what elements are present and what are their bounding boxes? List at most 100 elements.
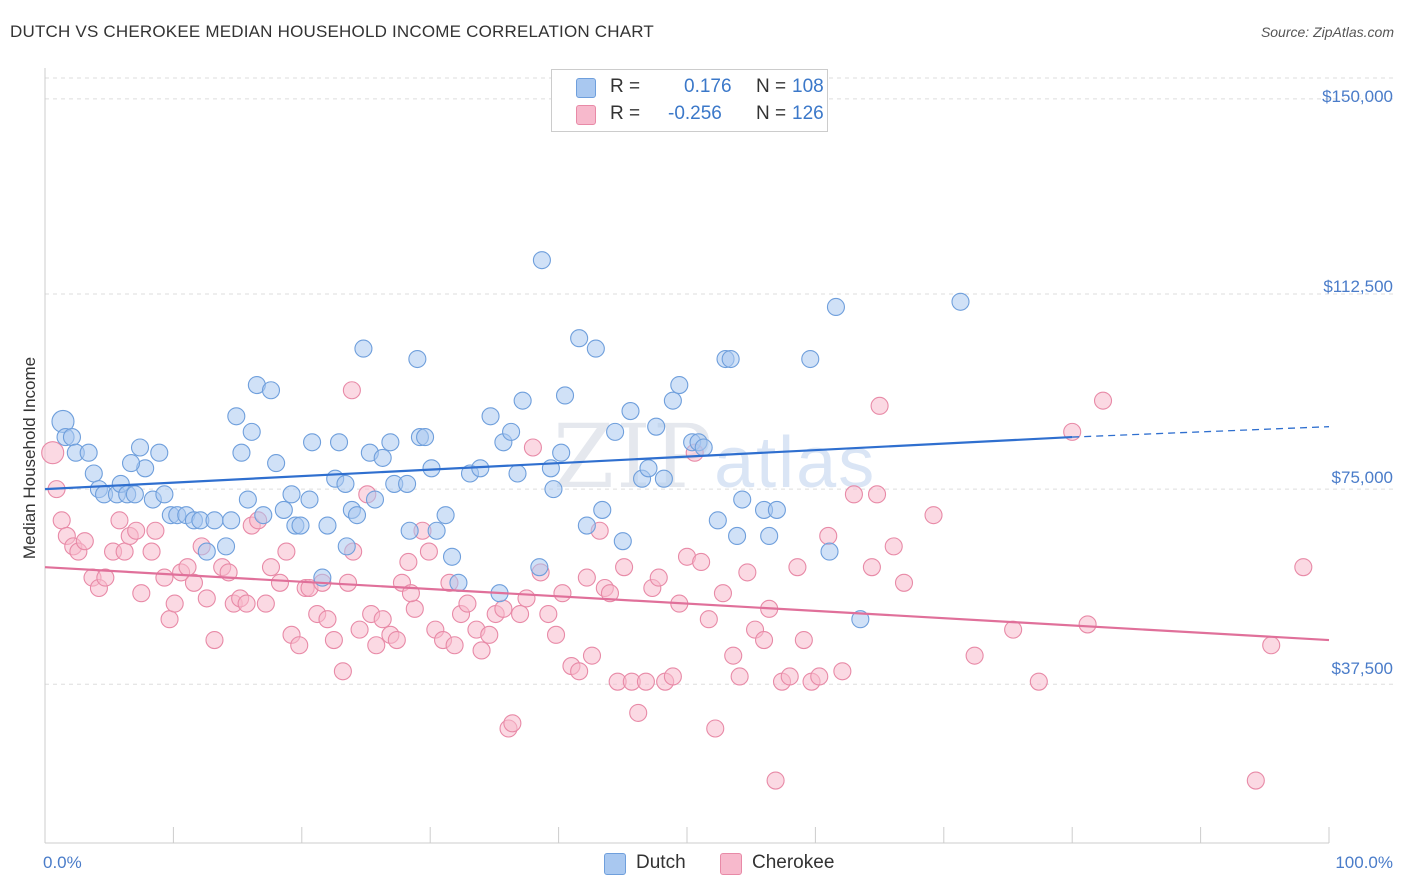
cherokee-point	[110, 511, 129, 530]
cherokee-point	[738, 563, 757, 582]
cherokee-point	[577, 568, 596, 587]
cherokee-point	[261, 558, 281, 577]
dutch-point	[282, 485, 301, 504]
dutch-point	[232, 443, 251, 462]
dutch-point	[532, 251, 551, 270]
dutch-point	[593, 500, 612, 519]
cherokee-point	[766, 771, 785, 790]
cherokee-point	[373, 610, 392, 629]
dutch-point	[530, 558, 549, 577]
dutch-point	[216, 537, 236, 556]
dutch-point	[84, 464, 103, 483]
cherokee-point	[894, 573, 914, 592]
cherokee-point	[184, 573, 203, 592]
trend-lines	[44, 426, 1330, 642]
y-tick-label: $75,000	[1331, 468, 1393, 487]
dutch-point	[606, 422, 625, 441]
dutch-point	[354, 339, 373, 358]
cherokee-point	[290, 636, 309, 655]
dutch-point	[398, 474, 417, 493]
dutch-point	[336, 474, 355, 493]
r-label: R =	[610, 76, 641, 97]
dutch-point	[373, 448, 392, 467]
cherokee-point	[115, 542, 134, 561]
dutch-point	[449, 573, 468, 592]
cherokee-point	[1004, 620, 1023, 639]
x-tick-label: 100.0%	[1335, 853, 1393, 872]
cherokee-point	[867, 485, 887, 504]
cherokee-point	[445, 636, 464, 655]
dutch-point	[663, 391, 682, 410]
dutch-point	[125, 485, 144, 504]
cherokee-point	[142, 542, 161, 561]
dutch-point	[442, 547, 462, 566]
dutch-point	[436, 506, 455, 525]
cherokee-point	[338, 573, 358, 592]
cherokee-point	[730, 667, 749, 686]
cherokee-point	[663, 667, 682, 686]
cherokee-point	[237, 594, 256, 613]
dutch-point	[508, 464, 527, 483]
cherokee-point	[41, 441, 65, 465]
cherokee-point	[965, 646, 984, 665]
n-label: N =	[756, 76, 787, 97]
dutch-point	[586, 339, 605, 358]
dutch-swatch	[576, 78, 596, 98]
cherokee-point	[1093, 391, 1113, 410]
cherokee-point	[96, 568, 115, 587]
dutch-point	[851, 610, 870, 629]
dutch-point	[408, 349, 427, 369]
dutch-point	[318, 516, 337, 535]
cherokee-point	[788, 558, 807, 577]
cherokee-point	[724, 646, 743, 665]
cherokee-point	[810, 667, 829, 686]
dutch-points	[51, 251, 970, 629]
cherokee-point	[884, 537, 903, 556]
dutch-point	[150, 443, 169, 462]
dutch-point	[728, 526, 747, 546]
cherokee-point	[75, 532, 94, 551]
cherokee-point	[539, 604, 558, 624]
dutch-point	[621, 402, 640, 421]
cherokee-point	[844, 485, 863, 504]
dutch-point	[300, 490, 319, 509]
cherokee-point	[277, 542, 296, 561]
dutch-swatch	[604, 853, 626, 875]
cherokee-point	[582, 646, 602, 665]
dutch-point	[733, 490, 752, 509]
cherokee-point	[754, 630, 774, 650]
cherokee-point	[629, 703, 648, 722]
cherokee-point	[819, 526, 838, 546]
cherokee-point	[333, 662, 352, 681]
cherokee-point	[405, 599, 424, 618]
cherokee-point	[1262, 636, 1281, 655]
cherokee-point	[270, 573, 290, 592]
dutch-point	[261, 381, 281, 400]
cherokee-trend-line	[44, 566, 1330, 642]
dutch-point	[303, 433, 322, 452]
dutch-point	[820, 542, 839, 561]
cherokee-point	[132, 584, 151, 603]
dutch-point	[801, 349, 820, 369]
cherokee-point	[458, 594, 477, 613]
n-value: 108	[792, 76, 824, 97]
dutch-point	[694, 438, 713, 457]
cherokee-point	[1029, 672, 1048, 691]
dutch-point	[381, 433, 400, 452]
cherokee-point	[511, 604, 530, 624]
cherokee-point	[1078, 615, 1097, 634]
cherokee-point	[399, 552, 418, 572]
cherokee-point	[367, 636, 386, 655]
cherokee-point	[146, 521, 165, 540]
cherokee-point	[342, 381, 361, 400]
y-tick-label: $150,000	[1322, 87, 1393, 106]
dutch-point	[205, 511, 224, 530]
dutch-point	[242, 422, 261, 441]
dutch-point	[502, 422, 521, 441]
cherokee-point	[553, 584, 572, 603]
dutch-point	[613, 532, 632, 551]
dutch-point	[544, 480, 563, 499]
dutch-point	[291, 516, 310, 535]
y-tick-label: $37,500	[1331, 659, 1393, 678]
